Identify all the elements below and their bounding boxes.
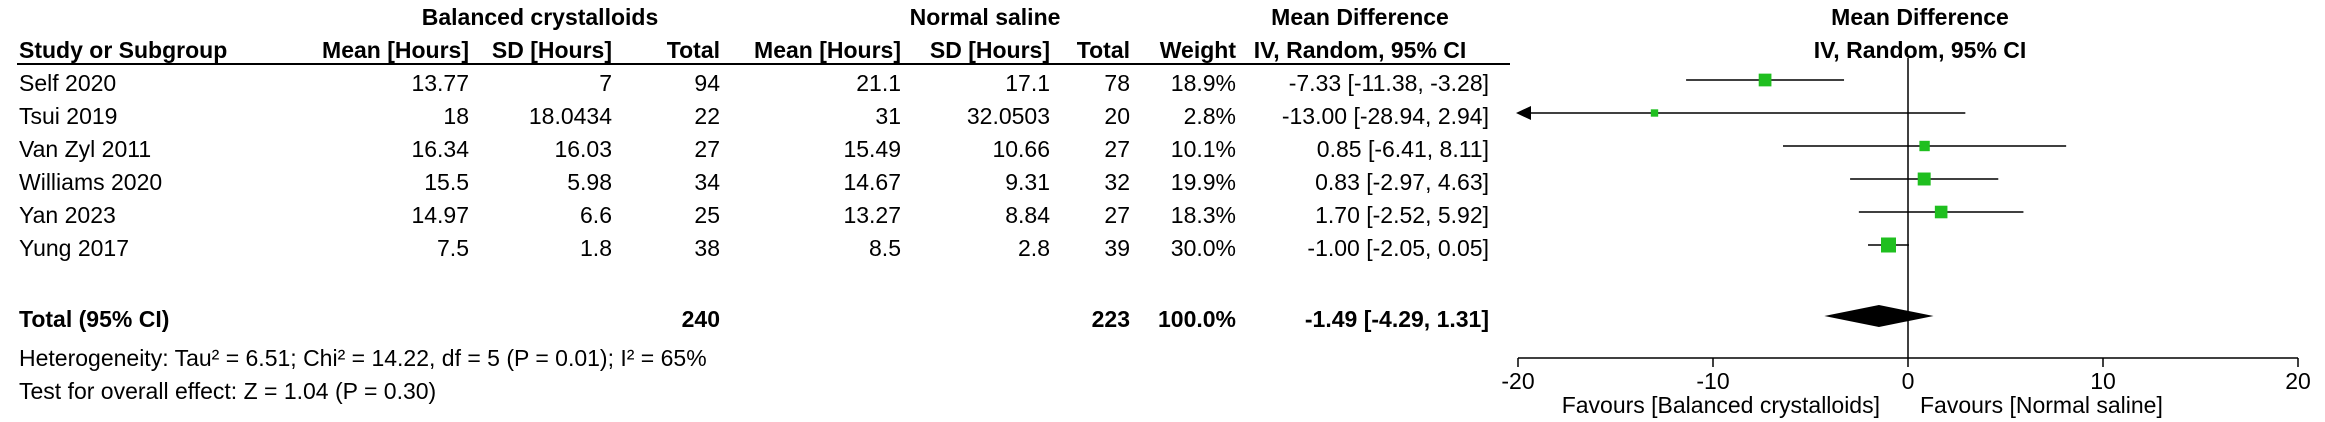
sd1-column-header: SD [Hours] xyxy=(491,37,612,63)
summary-diamond xyxy=(1824,305,1934,327)
heterogeneity-text: Heterogeneity: Tau² = 6.51; Chi² = 14.22… xyxy=(19,345,707,371)
total1-cell: 22 xyxy=(694,103,720,129)
sd2-value: 2.8 xyxy=(1018,235,1050,261)
total2-cell: 27 xyxy=(1104,136,1130,162)
study-name: Van Zyl 2011 xyxy=(19,136,152,162)
study-marker xyxy=(1881,237,1896,253)
total2-cell: 78 xyxy=(1104,70,1130,96)
sd1-value: 1.8 xyxy=(580,235,612,261)
study-marker xyxy=(1917,172,1931,186)
sd1-value: 7 xyxy=(599,70,612,96)
total-ci: -1.49 [-4.29, 1.31] xyxy=(1304,306,1489,332)
mean1-value: 16.34 xyxy=(411,136,469,162)
mean2-value: 31 xyxy=(875,103,901,129)
sd1-value: 5.98 xyxy=(567,169,612,195)
mean1-value: 14.97 xyxy=(411,202,469,228)
mean2-column-header: Mean [Hours] xyxy=(754,37,901,63)
sd2-value: 10.66 xyxy=(992,136,1050,162)
study-marker xyxy=(1919,140,1930,152)
weight-value: 2.8% xyxy=(1183,103,1236,129)
mean2-value: 13.27 xyxy=(843,202,901,228)
total2-value: 223 xyxy=(1091,306,1130,332)
favours-left-label: Favours [Balanced crystalloids] xyxy=(1561,392,1880,418)
x-tick-label: 0 xyxy=(1902,368,1915,394)
group1-header: Balanced crystalloids xyxy=(421,4,659,30)
mean1-value: 7.5 xyxy=(437,235,469,261)
sd2-value: 9.31 xyxy=(1005,169,1050,195)
total1-value: 240 xyxy=(681,306,720,332)
mean1-column-header: Mean [Hours] xyxy=(322,37,469,63)
sd2-value: 32.0503 xyxy=(966,103,1050,129)
total1-column-header: Total xyxy=(666,37,720,63)
favours-right-label: Favours [Normal saline] xyxy=(1920,392,2163,418)
x-tick-label: 10 xyxy=(2090,368,2116,394)
ci-value: 0.83 [-2.97, 4.63] xyxy=(1315,169,1489,195)
total1-cell: 34 xyxy=(694,169,720,195)
total2-cell: 32 xyxy=(1104,169,1130,195)
total2-cell: 39 xyxy=(1104,235,1130,261)
weight-value: 30.0% xyxy=(1170,235,1236,261)
x-tick-label: -20 xyxy=(1501,368,1534,394)
x-tick-label: -10 xyxy=(1696,368,1729,394)
study-name: Tsui 2019 xyxy=(19,103,118,129)
sd1-value: 18.0434 xyxy=(528,103,612,129)
ci-value: 1.70 [-2.52, 5.92] xyxy=(1315,202,1489,228)
study-marker xyxy=(1650,109,1659,117)
mean2-value: 14.67 xyxy=(843,169,901,195)
total1-cell: 94 xyxy=(694,70,720,96)
sd2-column-header: SD [Hours] xyxy=(929,37,1050,63)
weight-column-header: Weight xyxy=(1159,37,1236,63)
md-table-subheader: IV, Random, 95% CI xyxy=(1253,37,1467,63)
mean1-value: 15.5 xyxy=(424,169,469,195)
total2-cell: 20 xyxy=(1104,103,1130,129)
study-name: Williams 2020 xyxy=(19,169,163,195)
total1-cell: 27 xyxy=(694,136,720,162)
md-table-header: Mean Difference xyxy=(1271,4,1449,30)
mean2-value: 21.1 xyxy=(856,70,901,96)
study-column-header: Study or Subgroup xyxy=(19,37,228,63)
mean2-value: 8.5 xyxy=(869,235,901,261)
study-name: Yan 2023 xyxy=(19,202,116,228)
sd1-value: 16.03 xyxy=(554,136,612,162)
md-plot-subheader: IV, Random, 95% CI xyxy=(1813,37,2027,63)
overall-effect-text: Test for overall effect: Z = 1.04 (P = 0… xyxy=(19,378,437,404)
total2-column-header: Total xyxy=(1076,37,1130,63)
group2-header: Normal saline xyxy=(909,4,1061,30)
total-label: Total (95% CI) xyxy=(19,306,170,332)
mean1-value: 18 xyxy=(443,103,469,129)
x-tick-label: 20 xyxy=(2285,368,2311,394)
mean2-value: 15.49 xyxy=(843,136,901,162)
md-plot-header: Mean Difference xyxy=(1831,4,2009,30)
ci-value: 0.85 [-6.41, 8.11] xyxy=(1316,136,1489,162)
mean1-value: 13.77 xyxy=(411,70,469,96)
weight-value: 18.3% xyxy=(1170,202,1236,228)
ci-value: -7.33 [-11.38, -3.28] xyxy=(1288,70,1489,96)
total2-cell: 27 xyxy=(1104,202,1130,228)
header-rule xyxy=(17,63,1510,65)
ci-value: -1.00 [-2.05, 0.05] xyxy=(1307,235,1489,261)
total1-cell: 25 xyxy=(694,202,720,228)
total1-cell: 38 xyxy=(694,235,720,261)
weight-value: 18.9% xyxy=(1170,70,1236,96)
study-name: Yung 2017 xyxy=(19,235,130,261)
sd2-value: 8.84 xyxy=(1005,202,1050,228)
sd1-value: 6.6 xyxy=(580,202,612,228)
ci-truncation-arrow xyxy=(1516,106,1531,120)
study-marker xyxy=(1934,205,1948,219)
study-marker xyxy=(1758,73,1772,87)
weight-value: 19.9% xyxy=(1170,169,1236,195)
study-name: Self 2020 xyxy=(19,70,117,96)
sd2-value: 17.1 xyxy=(1005,70,1050,96)
weight-value: 10.1% xyxy=(1170,136,1236,162)
total-weight: 100.0% xyxy=(1157,306,1236,332)
ci-value: -13.00 [-28.94, 2.94] xyxy=(1281,103,1489,129)
